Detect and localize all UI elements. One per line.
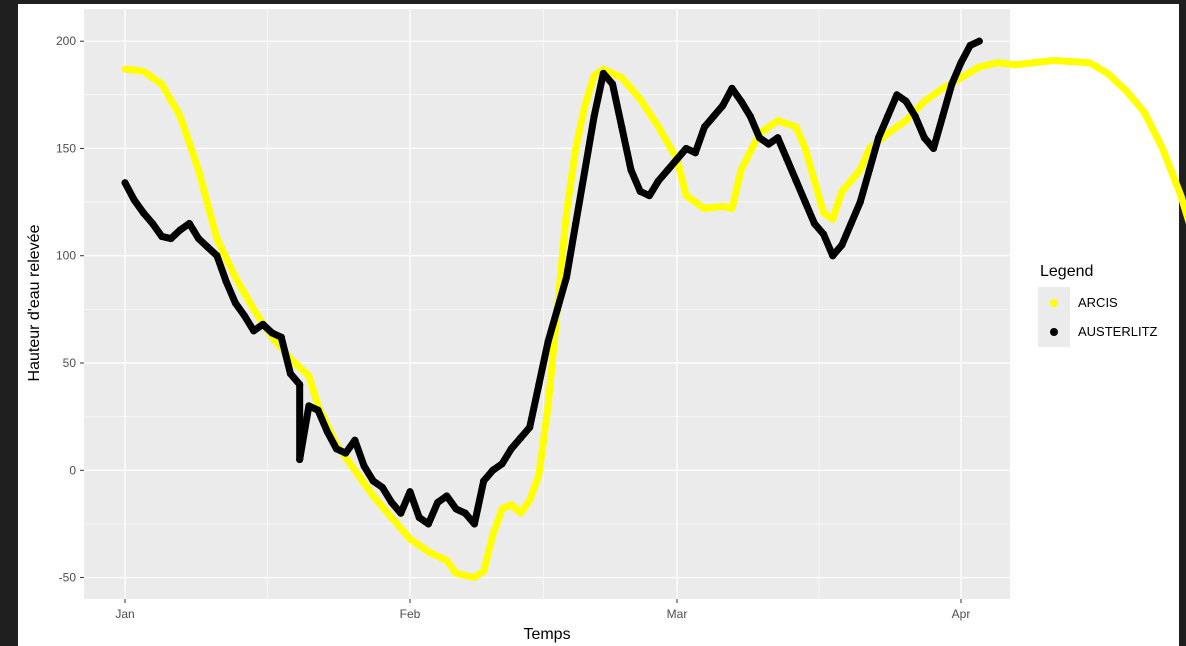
series-segment-austerlitz — [838, 220, 855, 249]
series-segment-austerlitz — [783, 155, 800, 185]
plot-area — [84, 9, 1010, 599]
x-tick-label: Jan — [115, 607, 134, 621]
y-tick-label: 50 — [63, 356, 77, 370]
series-segment-austerlitz — [948, 59, 965, 88]
series-segment-austerlitz — [544, 305, 561, 346]
series-segment-austerlitz — [581, 112, 598, 174]
legend-title: Legend — [1040, 263, 1093, 280]
series-segment-austerlitz — [296, 402, 313, 464]
legend-key-arcis — [1050, 299, 1058, 307]
series-segment-austerlitz — [939, 80, 956, 120]
series-segment-austerlitz — [856, 166, 873, 206]
series-segment-austerlitz — [222, 277, 239, 307]
x-tick-label: Feb — [400, 607, 421, 621]
x-axis: Jan Feb Mar Apr — [115, 599, 970, 621]
legend-label-arcis: ARCIS — [1078, 295, 1118, 310]
series-segment-austerlitz — [213, 252, 230, 285]
series-segment-austerlitz — [526, 380, 543, 431]
series-segment-austerlitz — [424, 498, 442, 528]
series-segment-austerlitz — [590, 69, 607, 120]
series-segment-austerlitz — [553, 273, 571, 313]
series-segment-austerlitz — [911, 112, 928, 142]
y-tick-label: 0 — [69, 463, 76, 477]
y-tick-label: 200 — [56, 34, 76, 48]
series-segment-austerlitz — [875, 112, 892, 142]
y-tick-label: 100 — [56, 249, 76, 263]
series-segment-austerlitz — [930, 112, 947, 152]
legend: Legend ARCIS AUSTERLITZ — [1038, 263, 1158, 347]
series-segment-austerlitz — [774, 134, 791, 163]
series-segment-austerlitz — [563, 220, 580, 281]
legend-label-austerlitz: AUSTERLITZ — [1078, 324, 1158, 339]
y-axis-title: Hauteur d'eau relevée — [26, 224, 43, 381]
series-segment-austerlitz — [535, 338, 552, 388]
series-segment-austerlitz — [572, 166, 589, 228]
legend-key-background — [1038, 287, 1070, 347]
series-segment-austerlitz — [314, 406, 331, 436]
series-segment-austerlitz — [618, 123, 635, 174]
series-segment-austerlitz — [801, 198, 818, 228]
legend-entries: ARCIS AUSTERLITZ — [1038, 287, 1158, 347]
series-layer — [121, 37, 1186, 581]
series-segment-austerlitz — [691, 123, 708, 157]
series-segment-austerlitz — [884, 91, 901, 120]
series-segment-austerlitz — [470, 477, 488, 528]
series-segment-austerlitz — [746, 112, 763, 142]
series-segment-austerlitz — [406, 488, 423, 521]
x-tick-label: Apr — [952, 607, 971, 621]
y-tick-label: -50 — [59, 571, 77, 585]
y-tick-label: 150 — [56, 141, 76, 155]
series-segment-austerlitz — [792, 177, 809, 206]
x-tick-label: Mar — [667, 607, 688, 621]
data-point-austerlitz — [975, 37, 983, 45]
y-axis: -50 0 50 100 150 200 — [56, 34, 84, 585]
series-segment-austerlitz — [277, 333, 294, 378]
series-segment-austerlitz — [627, 166, 644, 195]
series-segment-austerlitz — [351, 436, 368, 470]
grid-major — [84, 9, 1010, 599]
series-segment-austerlitz — [847, 198, 864, 228]
legend-key-austerlitz — [1050, 328, 1058, 336]
series-segment-austerlitz — [865, 134, 883, 174]
series-segment-austerlitz — [609, 80, 626, 131]
x-axis-title: Temps — [523, 626, 570, 643]
